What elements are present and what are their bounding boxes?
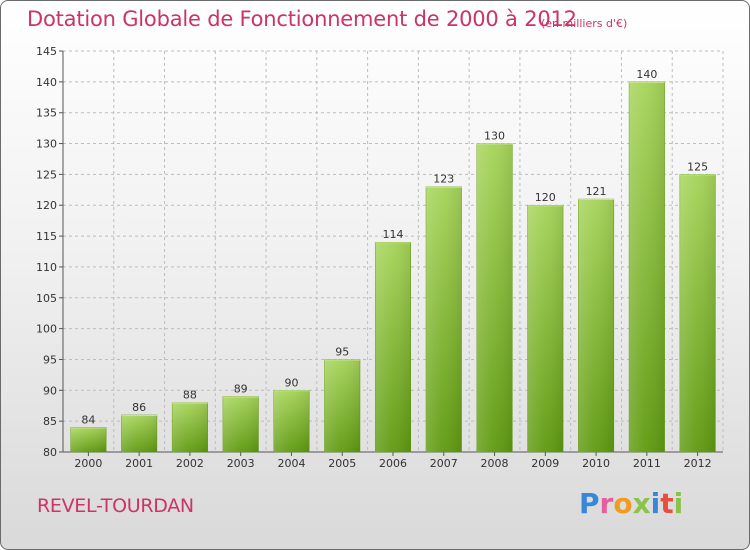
bar-shine bbox=[476, 143, 513, 453]
data-label: 123 bbox=[433, 173, 454, 186]
bar-shine bbox=[172, 402, 208, 452]
x-tick-label: 2007 bbox=[430, 457, 458, 470]
y-tick-label: 135 bbox=[36, 107, 57, 120]
y-tick-label: 120 bbox=[36, 199, 57, 212]
logo-letter: r bbox=[599, 487, 614, 520]
bar-shine bbox=[121, 414, 157, 452]
bar-shine bbox=[324, 359, 360, 452]
data-label: 140 bbox=[636, 68, 657, 81]
x-tick-label: 2000 bbox=[74, 457, 102, 470]
x-tick-label: 2004 bbox=[277, 457, 305, 470]
proxiti-logo: Proxiti bbox=[579, 487, 683, 520]
bar-shine bbox=[426, 186, 462, 452]
x-tick-label: 2008 bbox=[481, 457, 509, 470]
x-tick-label: 2010 bbox=[582, 457, 610, 470]
bar-shine bbox=[629, 81, 665, 452]
data-label: 120 bbox=[535, 191, 556, 204]
y-tick-label: 130 bbox=[36, 138, 57, 151]
x-tick-label: 2005 bbox=[328, 457, 356, 470]
logo-letter: t bbox=[660, 487, 674, 520]
bar-shine bbox=[578, 199, 614, 452]
logo-letter: P bbox=[579, 487, 600, 520]
data-label: 130 bbox=[484, 130, 505, 143]
data-label: 114 bbox=[383, 228, 404, 241]
y-tick-label: 85 bbox=[43, 415, 57, 428]
y-tick-label: 140 bbox=[36, 76, 57, 89]
y-tick-label: 100 bbox=[36, 323, 57, 336]
logo-letter: i bbox=[673, 487, 684, 520]
x-tick-label: 2009 bbox=[531, 457, 559, 470]
y-tick-label: 115 bbox=[36, 230, 57, 243]
y-tick-label: 125 bbox=[36, 168, 57, 181]
data-label: 84 bbox=[81, 413, 95, 426]
logo-letter: o bbox=[613, 487, 633, 520]
x-tick-label: 2011 bbox=[633, 457, 661, 470]
bar-shine bbox=[527, 205, 564, 452]
logo-letter: i bbox=[650, 487, 661, 520]
bar-shine bbox=[273, 390, 310, 452]
chart-title: Dotation Globale de Fonctionnement de 20… bbox=[27, 7, 577, 31]
y-tick-label: 80 bbox=[43, 446, 57, 459]
x-tick-label: 2006 bbox=[379, 457, 407, 470]
y-tick-label: 105 bbox=[36, 292, 57, 305]
bar-shine bbox=[222, 396, 259, 452]
data-label: 90 bbox=[284, 376, 298, 389]
data-label: 95 bbox=[335, 345, 349, 358]
data-label: 125 bbox=[687, 160, 708, 173]
data-label: 121 bbox=[586, 185, 607, 198]
y-tick-label: 145 bbox=[36, 45, 57, 58]
y-tick-label: 90 bbox=[43, 384, 57, 397]
x-tick-label: 2012 bbox=[684, 457, 712, 470]
x-tick-label: 2003 bbox=[227, 457, 255, 470]
data-label: 89 bbox=[234, 382, 248, 395]
logo-letter: x bbox=[632, 487, 651, 520]
commune-name: REVEL-TOURDAN bbox=[37, 495, 194, 517]
data-label: 88 bbox=[183, 389, 197, 402]
unit-note: (en milliers d'€) bbox=[541, 17, 628, 30]
bar-shine bbox=[70, 427, 107, 452]
x-tick-label: 2002 bbox=[176, 457, 204, 470]
y-tick-label: 95 bbox=[43, 353, 57, 366]
y-tick-label: 110 bbox=[36, 261, 57, 274]
data-label: 86 bbox=[132, 401, 146, 414]
bar-shine bbox=[679, 174, 716, 452]
x-tick-label: 2001 bbox=[125, 457, 153, 470]
bar-shine bbox=[375, 242, 411, 452]
